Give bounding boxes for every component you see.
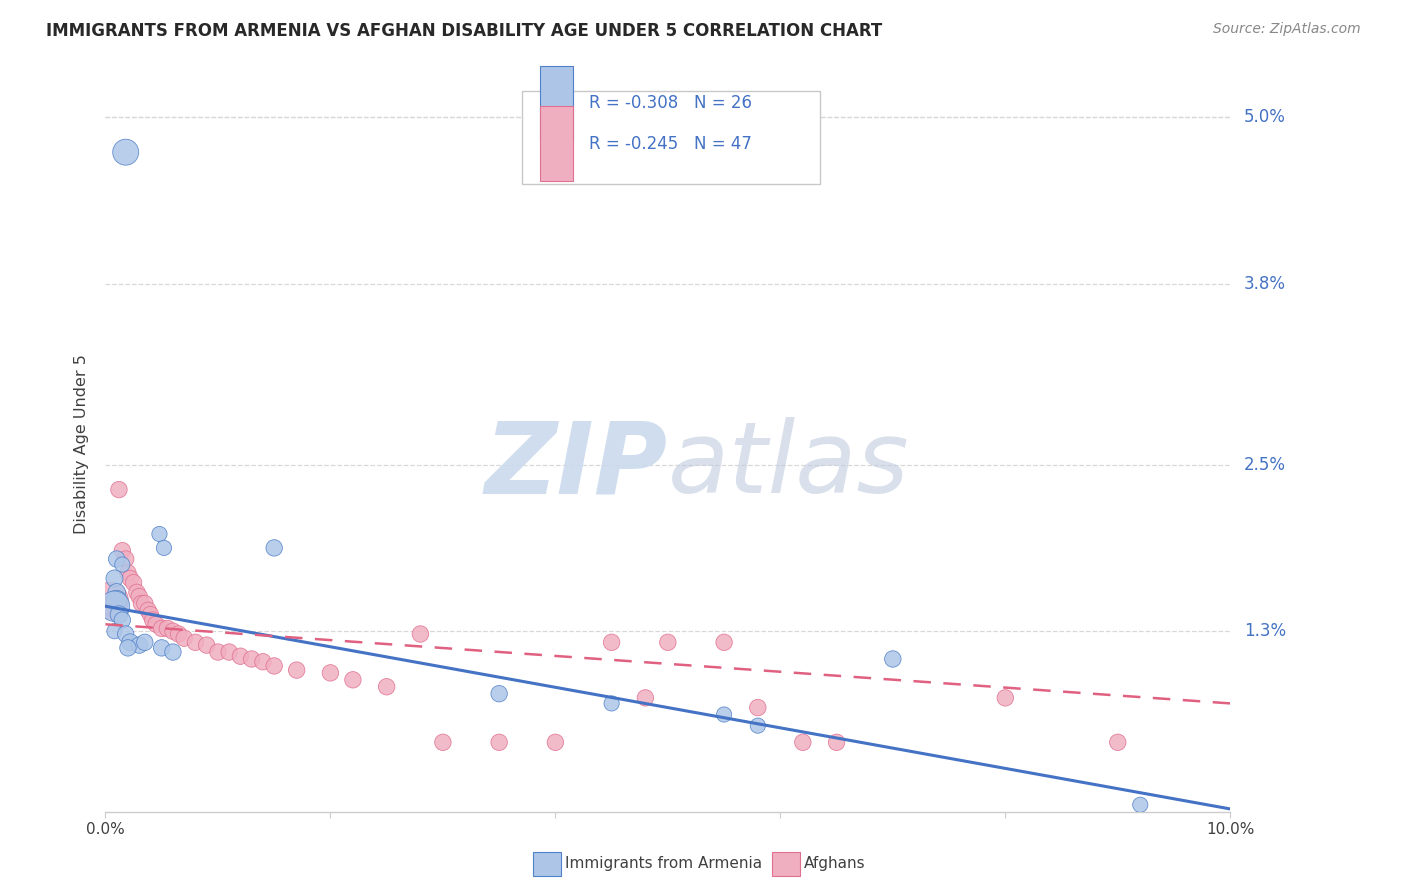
FancyBboxPatch shape	[540, 66, 574, 141]
Text: IMMIGRANTS FROM ARMENIA VS AFGHAN DISABILITY AGE UNDER 5 CORRELATION CHART: IMMIGRANTS FROM ARMENIA VS AFGHAN DISABI…	[46, 22, 883, 40]
Point	[634, 690, 657, 705]
Point	[111, 613, 134, 627]
Point	[409, 627, 432, 641]
Point	[1129, 797, 1152, 812]
Text: R = -0.245   N = 47: R = -0.245 N = 47	[589, 135, 752, 153]
Point	[105, 593, 128, 607]
Point	[128, 590, 150, 604]
Point	[792, 735, 814, 749]
Point	[134, 635, 156, 649]
Point	[145, 617, 167, 632]
Point	[120, 635, 142, 649]
Point	[103, 624, 125, 639]
Point	[128, 638, 150, 652]
Text: Immigrants from Armenia: Immigrants from Armenia	[565, 856, 762, 871]
Point	[156, 622, 179, 636]
Point	[747, 718, 769, 732]
Point	[148, 527, 170, 541]
Text: atlas: atlas	[668, 417, 910, 515]
Text: Afghans: Afghans	[804, 856, 866, 871]
Point	[713, 635, 735, 649]
Point	[125, 585, 148, 599]
Point	[218, 645, 240, 659]
FancyBboxPatch shape	[522, 90, 820, 184]
Text: 3.8%: 3.8%	[1244, 275, 1286, 293]
Point	[207, 645, 229, 659]
Y-axis label: Disability Age Under 5: Disability Age Under 5	[75, 354, 90, 533]
Point	[713, 707, 735, 722]
Point	[114, 145, 136, 160]
Point	[150, 622, 173, 636]
Point	[136, 603, 159, 617]
Point	[1107, 735, 1129, 749]
Point	[105, 552, 128, 566]
Text: ZIP: ZIP	[485, 417, 668, 515]
Point	[263, 541, 285, 555]
Point	[600, 635, 623, 649]
Point	[747, 700, 769, 714]
Point	[195, 638, 218, 652]
Text: Source: ZipAtlas.com: Source: ZipAtlas.com	[1213, 22, 1361, 37]
Point	[162, 624, 184, 639]
Point	[142, 613, 165, 627]
Point	[120, 571, 142, 585]
Point	[319, 665, 342, 680]
Text: 1.3%: 1.3%	[1244, 623, 1286, 640]
Point	[114, 627, 136, 641]
Point	[825, 735, 848, 749]
Point	[544, 735, 567, 749]
Point	[432, 735, 454, 749]
Point	[105, 585, 128, 599]
Point	[111, 543, 134, 558]
Point	[488, 735, 510, 749]
Point	[285, 663, 308, 677]
Point	[488, 687, 510, 701]
Point	[108, 607, 131, 622]
Point	[117, 640, 139, 655]
Point	[103, 599, 125, 614]
Point	[131, 597, 153, 611]
Point	[150, 640, 173, 655]
Point	[105, 593, 128, 607]
Point	[103, 571, 125, 585]
Point	[882, 652, 904, 666]
Point	[162, 645, 184, 659]
Point	[153, 541, 176, 555]
Point	[229, 649, 252, 664]
Text: 2.5%: 2.5%	[1244, 456, 1286, 474]
Point	[122, 575, 145, 590]
FancyBboxPatch shape	[540, 106, 574, 181]
Point	[139, 607, 162, 622]
Point	[173, 631, 195, 645]
Point	[167, 627, 190, 641]
Point	[600, 697, 623, 711]
Point	[375, 680, 398, 694]
Point	[103, 599, 125, 614]
Point	[240, 652, 263, 666]
Point	[184, 635, 207, 649]
Point	[98, 593, 121, 607]
Point	[994, 690, 1017, 705]
Point	[111, 558, 134, 572]
Point	[252, 655, 274, 669]
Point	[117, 566, 139, 580]
Point	[114, 552, 136, 566]
Point	[108, 483, 131, 497]
Point	[342, 673, 364, 687]
Text: 5.0%: 5.0%	[1244, 109, 1286, 127]
Point	[263, 659, 285, 673]
Point	[134, 597, 156, 611]
Text: R = -0.308   N = 26: R = -0.308 N = 26	[589, 95, 752, 112]
Point	[657, 635, 679, 649]
